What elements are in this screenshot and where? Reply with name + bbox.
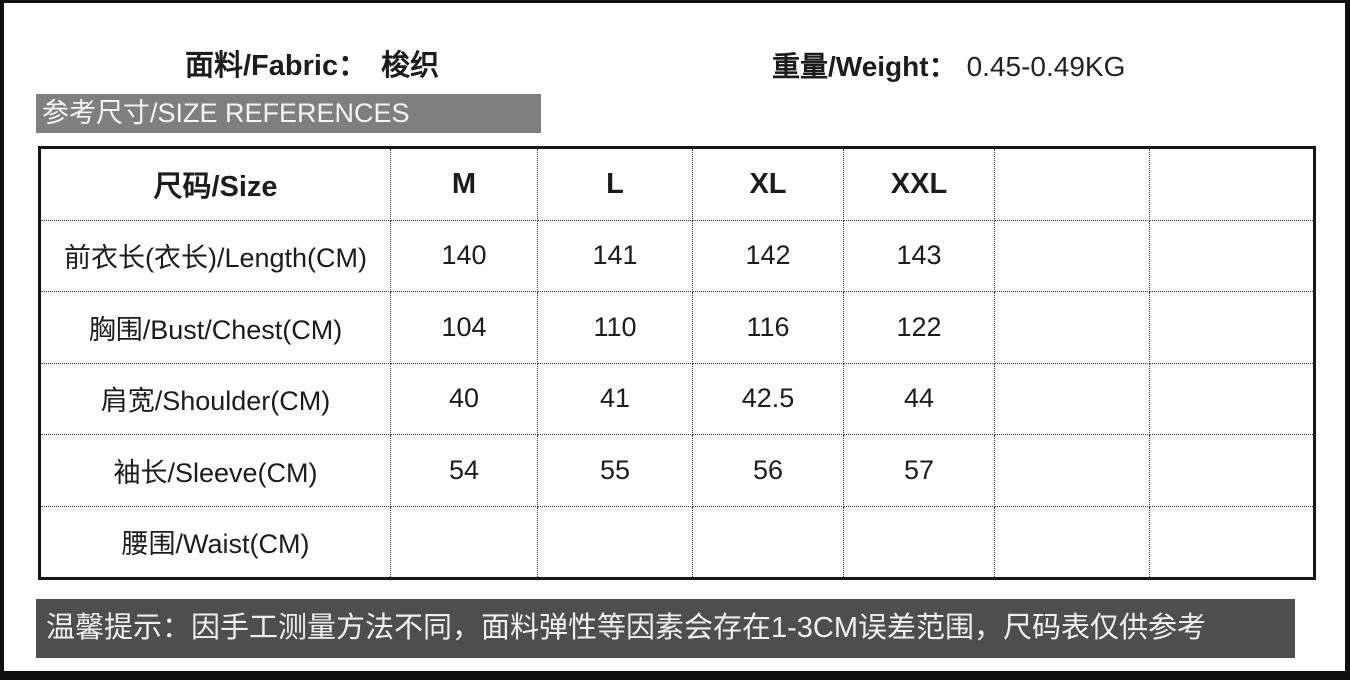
table-row-sleeve: 袖长/Sleeve(CM) 54 55 56 57 — [39, 434, 1315, 507]
size-row-label: 胸围/Bust/Chest(CM) — [39, 291, 391, 364]
table-row-waist: 腰围/Waist(CM) — [39, 505, 1315, 579]
size-cell — [692, 505, 844, 579]
size-cell: 44 — [843, 362, 995, 435]
weight-label: 重量/Weight： — [772, 51, 957, 82]
weight-value: 0.45-0.49KG — [966, 51, 1126, 82]
size-cell — [994, 362, 1150, 435]
size-cell: 110 — [537, 291, 693, 364]
size-cell — [994, 434, 1150, 507]
size-cell — [1149, 505, 1315, 579]
size-cell — [1149, 434, 1315, 507]
fabric-value: 梭织 — [381, 50, 440, 82]
size-cell: 104 — [390, 291, 538, 364]
size-cell — [1149, 219, 1315, 292]
size-cell: 42.5 — [692, 362, 844, 435]
size-table-header-cell — [1149, 147, 1315, 221]
size-row-label: 肩宽/Shoulder(CM) — [39, 362, 391, 435]
size-table-header-cell: L — [537, 147, 693, 221]
size-cell: 140 — [390, 219, 538, 292]
size-table-header-cell: M — [390, 147, 538, 221]
table-row-length: 前衣长(衣长)/Length(CM) 140 141 142 143 — [39, 219, 1315, 292]
size-table-header-cell: 尺码/Size — [39, 147, 391, 221]
size-cell: 54 — [390, 434, 538, 507]
size-table: 尺码/Size M L XL XXL 前衣长(衣长)/Length(CM) 14… — [38, 146, 1316, 580]
size-cell: 41 — [537, 362, 693, 435]
size-cell: 141 — [537, 219, 693, 292]
size-cell: 57 — [843, 434, 995, 507]
size-cell — [994, 505, 1150, 579]
size-cell: 116 — [692, 291, 844, 364]
size-cell — [843, 505, 995, 579]
size-cell: 40 — [390, 362, 538, 435]
size-cell — [994, 291, 1150, 364]
size-cell: 142 — [692, 219, 844, 292]
size-cell: 55 — [537, 434, 693, 507]
size-cell — [1149, 291, 1315, 364]
table-row-bust: 胸围/Bust/Chest(CM) 104 110 116 122 — [39, 291, 1315, 364]
size-cell — [537, 505, 693, 579]
size-cell — [994, 219, 1150, 292]
notice-banner: 温馨提示：因手工测量方法不同，面料弹性等因素会存在1-3CM误差范围，尺码表仅供… — [36, 599, 1295, 658]
size-table-header-cell: XL — [692, 147, 844, 221]
size-row-label: 袖长/Sleeve(CM) — [39, 434, 391, 507]
weight-info: 重量/Weight： 0.45-0.49KG — [772, 45, 1125, 85]
size-cell: 56 — [692, 434, 844, 507]
size-row-label: 前衣长(衣长)/Length(CM) — [39, 219, 391, 292]
size-table-header-row: 尺码/Size M L XL XXL — [39, 147, 1315, 221]
size-cell: 122 — [843, 291, 995, 364]
size-cell: 143 — [843, 219, 995, 292]
size-cell — [390, 505, 538, 579]
size-table-header-cell — [994, 147, 1150, 221]
size-row-label: 腰围/Waist(CM) — [39, 505, 391, 579]
fabric-info: 面料/Fabric： 梭织 — [185, 42, 439, 84]
fabric-label: 面料/Fabric： — [185, 50, 368, 82]
size-table-header-cell: XXL — [843, 147, 995, 221]
size-references-banner: 参考尺寸/SIZE REFERENCES — [36, 94, 541, 133]
size-cell — [1149, 362, 1315, 435]
table-row-shoulder: 肩宽/Shoulder(CM) 40 41 42.5 44 — [39, 362, 1315, 435]
